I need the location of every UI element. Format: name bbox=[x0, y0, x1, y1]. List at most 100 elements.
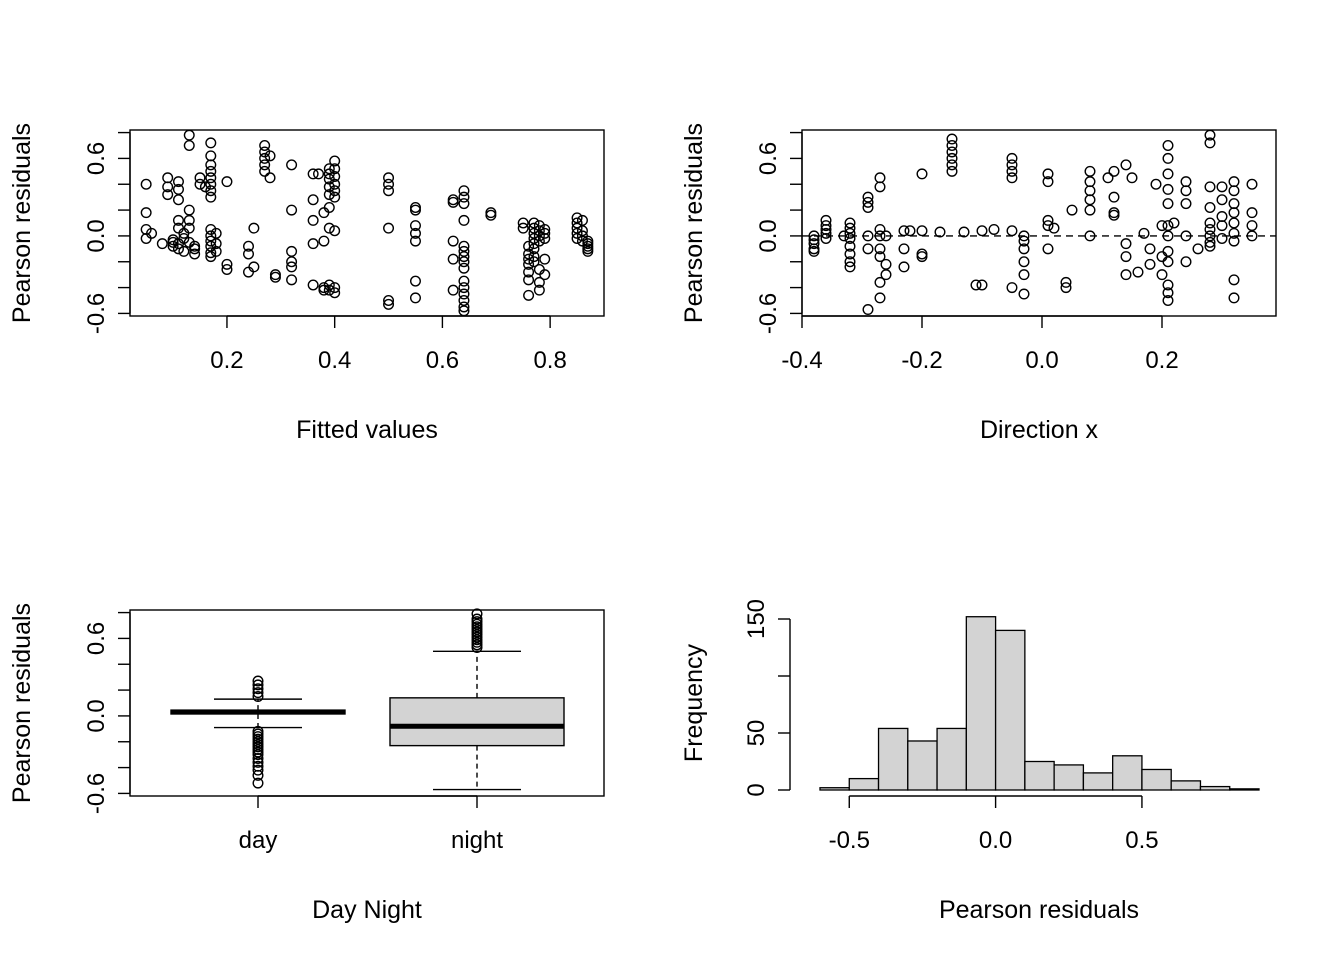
data-point bbox=[1246, 220, 1258, 232]
data-point bbox=[1162, 287, 1174, 299]
outlier-point bbox=[471, 613, 483, 625]
data-point bbox=[318, 235, 330, 247]
y-tick-label: 0.6 bbox=[83, 622, 110, 655]
x-axis: -0.4 -0.2 0.0 0.2 bbox=[781, 315, 1179, 374]
data-point bbox=[205, 178, 217, 190]
y-axis-label: Frequency bbox=[680, 643, 708, 762]
data-point bbox=[844, 261, 856, 273]
data-point bbox=[458, 295, 470, 307]
x-tick-label: 0.2 bbox=[210, 347, 243, 374]
outlier-point bbox=[252, 687, 264, 699]
data-point bbox=[946, 146, 958, 158]
data-point bbox=[210, 245, 222, 257]
data-point bbox=[183, 204, 195, 216]
data-point bbox=[205, 172, 217, 184]
y-axis: -0.6 0.0 0.6 bbox=[755, 131, 803, 334]
data-point bbox=[172, 214, 184, 226]
data-point bbox=[172, 176, 184, 188]
data-point bbox=[329, 185, 341, 197]
data-point bbox=[1180, 176, 1192, 188]
data-point bbox=[329, 170, 341, 182]
data-point bbox=[528, 256, 540, 268]
x-tick-label: -0.2 bbox=[901, 347, 942, 374]
data-point bbox=[140, 178, 152, 190]
data-point bbox=[458, 245, 470, 257]
data-point bbox=[1204, 223, 1216, 235]
x-axis-label: Fitted values bbox=[296, 416, 438, 444]
data-point bbox=[862, 201, 874, 213]
data-point bbox=[447, 253, 459, 265]
data-point bbox=[862, 230, 874, 242]
data-point bbox=[178, 245, 190, 257]
data-point bbox=[329, 191, 341, 203]
data-point bbox=[517, 217, 529, 229]
data-point bbox=[1156, 220, 1168, 232]
data-point bbox=[533, 230, 545, 242]
data-point bbox=[458, 288, 470, 300]
data-point bbox=[221, 264, 233, 276]
data-point bbox=[1162, 198, 1174, 210]
data-point bbox=[898, 225, 910, 237]
data-point bbox=[946, 133, 958, 145]
outlier-point bbox=[252, 753, 264, 765]
data-point bbox=[248, 261, 260, 273]
data-point bbox=[205, 230, 217, 242]
data-point bbox=[571, 227, 583, 239]
histogram-bar bbox=[994, 629, 1026, 791]
data-point bbox=[205, 150, 217, 162]
data-point bbox=[1018, 230, 1030, 242]
data-point bbox=[286, 274, 298, 286]
data-point bbox=[156, 238, 168, 250]
data-point bbox=[307, 279, 319, 291]
data-point bbox=[874, 172, 886, 184]
y-tick-label: 0.0 bbox=[755, 219, 782, 252]
data-point bbox=[1018, 269, 1030, 281]
data-point bbox=[576, 225, 588, 237]
histogram-bar bbox=[936, 727, 967, 791]
data-point bbox=[1042, 220, 1054, 232]
data-point bbox=[205, 137, 217, 149]
data-point bbox=[1108, 209, 1120, 221]
x-tick-label: 0.4 bbox=[318, 347, 351, 374]
histogram-bar bbox=[848, 777, 880, 791]
data-point bbox=[259, 159, 271, 171]
histogram-bar bbox=[1229, 788, 1260, 791]
data-point bbox=[1084, 185, 1096, 197]
data-point bbox=[140, 207, 152, 219]
data-point bbox=[286, 204, 298, 216]
data-point bbox=[1246, 230, 1258, 242]
data-point bbox=[1006, 165, 1018, 177]
data-point bbox=[523, 240, 535, 252]
data-point bbox=[323, 163, 335, 175]
data-point bbox=[898, 261, 910, 273]
outlier-point bbox=[252, 749, 264, 761]
data-point bbox=[183, 222, 195, 234]
data-point bbox=[1108, 165, 1120, 177]
x-axis-label: Pearson residuals bbox=[939, 896, 1139, 924]
data-point bbox=[820, 220, 832, 232]
points bbox=[140, 129, 594, 317]
data-point bbox=[242, 248, 254, 260]
data-point bbox=[976, 279, 988, 291]
data-point bbox=[1246, 178, 1258, 190]
x-tick-label: 0.0 bbox=[979, 827, 1012, 854]
histogram-bar bbox=[1053, 764, 1085, 791]
y-axis: -0.6 0.0 0.6 bbox=[83, 131, 131, 334]
panel-day-night: day night -0.6 0.0 0.6 Day Night Pearson re… bbox=[8, 603, 605, 924]
data-point bbox=[571, 222, 583, 234]
data-point bbox=[517, 222, 529, 234]
data-point bbox=[988, 223, 1000, 235]
data-point bbox=[838, 230, 850, 242]
data-point bbox=[323, 222, 335, 234]
data-point bbox=[523, 274, 535, 286]
data-point bbox=[140, 232, 152, 244]
data-point bbox=[1180, 185, 1192, 197]
data-point bbox=[1204, 181, 1216, 193]
data-point bbox=[458, 191, 470, 203]
data-point bbox=[205, 165, 217, 177]
data-point bbox=[916, 225, 928, 237]
data-point bbox=[409, 204, 421, 216]
data-point bbox=[1180, 256, 1192, 268]
data-point bbox=[904, 225, 916, 237]
data-point bbox=[523, 289, 535, 301]
